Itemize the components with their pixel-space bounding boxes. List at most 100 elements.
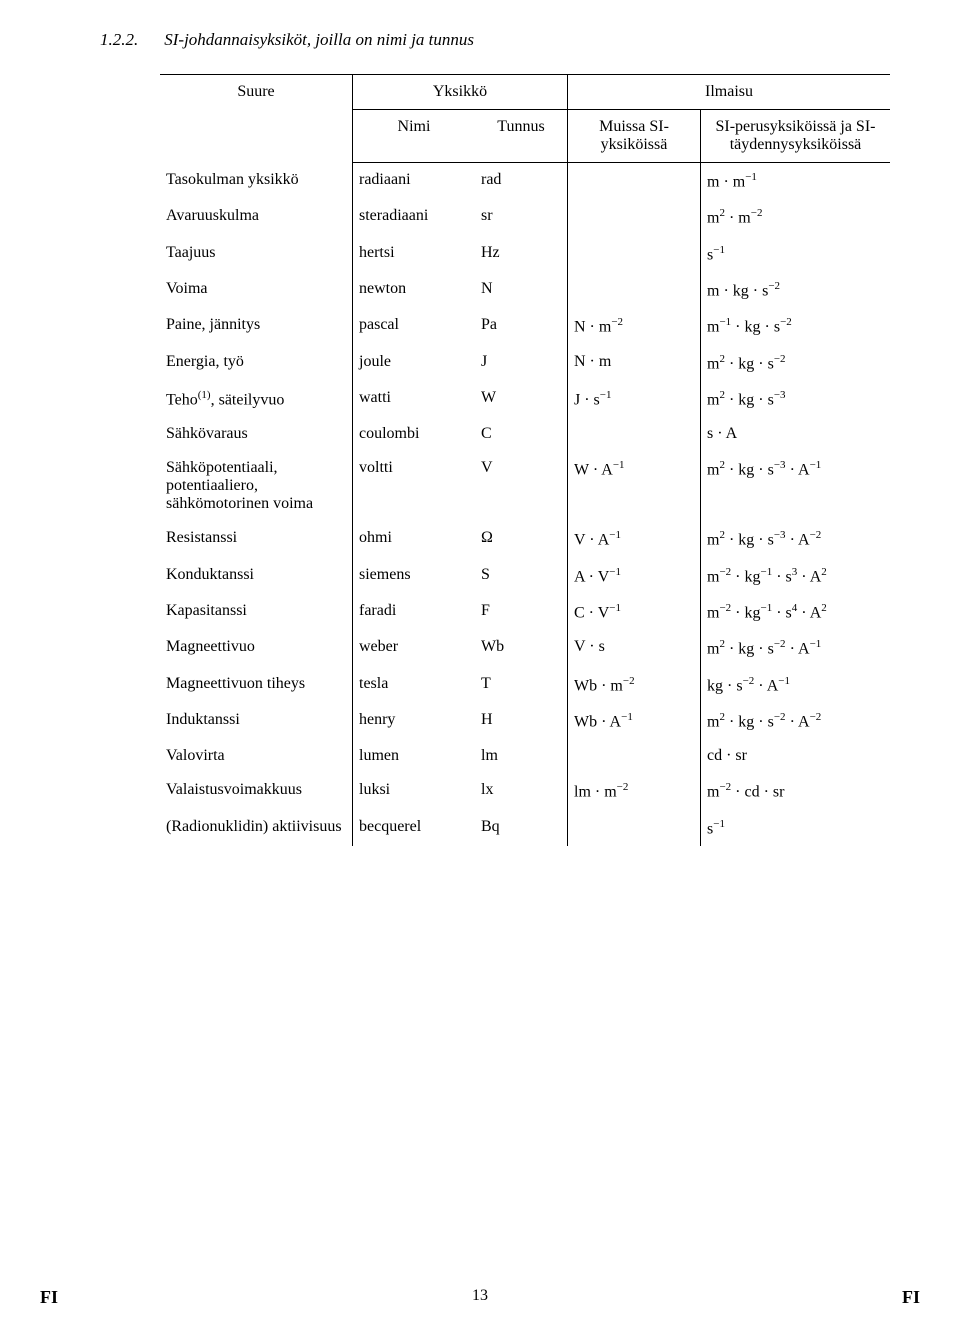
cell-si: m2 · kg · s−3 · A−2 (701, 521, 891, 557)
cell-muissa: N · m (568, 345, 701, 381)
cell-muissa: W · A−1 (568, 451, 701, 521)
cell-muissa: N · m−2 (568, 308, 701, 344)
cell-suure: Magneettivuo (160, 630, 353, 666)
cell-muissa: V · A−1 (568, 521, 701, 557)
cell-nimi: becquerel (353, 810, 476, 846)
col-header-nimi: Nimi (353, 110, 476, 163)
col-header-si: SI-perusyksiköissä ja SI-täydennysyksikö… (701, 110, 891, 163)
cell-muissa: Wb · A−1 (568, 703, 701, 739)
cell-tunnus: Bq (475, 810, 568, 846)
table-row: Magneettivuon tiheysteslaTWb · m−2kg · s… (160, 667, 890, 703)
cell-muissa: C · V−1 (568, 594, 701, 630)
cell-muissa (568, 236, 701, 272)
cell-si: m−2 · cd · sr (701, 773, 891, 809)
col-header-yksikko: Yksikkö (353, 75, 568, 110)
cell-tunnus: C (475, 417, 568, 451)
cell-nimi: weber (353, 630, 476, 666)
cell-muissa: lm · m−2 (568, 773, 701, 809)
cell-nimi: lumen (353, 739, 476, 773)
cell-nimi: luksi (353, 773, 476, 809)
cell-suure: Valaistusvoimakkuus (160, 773, 353, 809)
cell-muissa: V · s (568, 630, 701, 666)
col-header-suure: Suure (160, 75, 353, 163)
cell-si: m2 · kg · s−3 (701, 381, 891, 417)
table-row: Valaistusvoimakkuusluksilxlm · m−2m−2 · … (160, 773, 890, 809)
cell-tunnus: V (475, 451, 568, 521)
footer-page: 13 (0, 1287, 960, 1305)
cell-suure: Avaruuskulma (160, 199, 353, 235)
table-row: InduktanssihenryHWb · A−1m2 · kg · s−2 ·… (160, 703, 890, 739)
cell-suure: Kapasitanssi (160, 594, 353, 630)
cell-si: m2 · kg · s−2 · A−1 (701, 630, 891, 666)
table-row: Energia, työjouleJN · mm2 · kg · s−2 (160, 345, 890, 381)
cell-nimi: watti (353, 381, 476, 417)
table-row: Valovirtalumenlmcd · sr (160, 739, 890, 773)
cell-nimi: henry (353, 703, 476, 739)
cell-si: cd · sr (701, 739, 891, 773)
cell-suure: Induktanssi (160, 703, 353, 739)
cell-muissa (568, 272, 701, 308)
cell-suure: Tasokulman yksikkö (160, 163, 353, 200)
cell-muissa: Wb · m−2 (568, 667, 701, 703)
cell-suure: Valovirta (160, 739, 353, 773)
section-number: 1.2.2. (100, 30, 160, 50)
cell-suure: Teho(1), säteilyvuo (160, 381, 353, 417)
table-row: VoimanewtonNm · kg · s−2 (160, 272, 890, 308)
cell-nimi: ohmi (353, 521, 476, 557)
cell-tunnus: Pa (475, 308, 568, 344)
cell-si: m · m−1 (701, 163, 891, 200)
cell-si: s · A (701, 417, 891, 451)
table-row: Avaruuskulmasteradiaanisr m2 · m−2 (160, 199, 890, 235)
col-header-muissa: Muissa SI-yksiköissä (568, 110, 701, 163)
cell-suure: Sähköpotentiaali, potentiaaliero, sähköm… (160, 451, 353, 521)
cell-nimi: faradi (353, 594, 476, 630)
cell-nimi: joule (353, 345, 476, 381)
cell-tunnus: W (475, 381, 568, 417)
cell-si: kg · s−2 · A−1 (701, 667, 891, 703)
cell-si: m · kg · s−2 (701, 272, 891, 308)
table-row: SähkövarauscoulombiCs · A (160, 417, 890, 451)
cell-si: m2 · kg · s−2 · A−2 (701, 703, 891, 739)
cell-tunnus: rad (475, 163, 568, 200)
table-row: Tasokulman yksikköradiaanirad m · m−1 (160, 163, 890, 200)
cell-si: s−1 (701, 810, 891, 846)
cell-si: s−1 (701, 236, 891, 272)
cell-tunnus: Ω (475, 521, 568, 557)
cell-nimi: hertsi (353, 236, 476, 272)
cell-suure: Voima (160, 272, 353, 308)
table-row: Teho(1), säteilyvuowattiWJ · s−1m2 · kg … (160, 381, 890, 417)
cell-tunnus: J (475, 345, 568, 381)
cell-nimi: voltti (353, 451, 476, 521)
cell-suure: Sähkövaraus (160, 417, 353, 451)
cell-muissa: J · s−1 (568, 381, 701, 417)
cell-suure: (Radionuklidin) aktiivisuus (160, 810, 353, 846)
section-title: 1.2.2. SI-johdannaisyksiköt, joilla on n… (100, 30, 890, 50)
cell-suure: Magneettivuon tiheys (160, 667, 353, 703)
cell-muissa (568, 810, 701, 846)
cell-tunnus: F (475, 594, 568, 630)
table-row: MagneettivuoweberWbV · sm2 · kg · s−2 · … (160, 630, 890, 666)
cell-tunnus: N (475, 272, 568, 308)
cell-tunnus: S (475, 558, 568, 594)
cell-tunnus: Wb (475, 630, 568, 666)
cell-tunnus: T (475, 667, 568, 703)
table-row: TaajuushertsiHzs−1 (160, 236, 890, 272)
cell-muissa (568, 199, 701, 235)
cell-si: m−2 · kg−1 · s4 · A2 (701, 594, 891, 630)
cell-muissa (568, 417, 701, 451)
cell-si: m−2 · kg−1 · s3 · A2 (701, 558, 891, 594)
cell-si: m2 · m−2 (701, 199, 891, 235)
cell-muissa (568, 739, 701, 773)
table-row: Sähköpotentiaali, potentiaaliero, sähköm… (160, 451, 890, 521)
table-row: KapasitanssifaradiFC · V−1m−2 · kg−1 · s… (160, 594, 890, 630)
cell-suure: Konduktanssi (160, 558, 353, 594)
cell-muissa: A · V−1 (568, 558, 701, 594)
cell-nimi: steradiaani (353, 199, 476, 235)
cell-tunnus: sr (475, 199, 568, 235)
cell-muissa (568, 163, 701, 200)
table-row: ResistanssiohmiΩV · A−1m2 · kg · s−3 · A… (160, 521, 890, 557)
cell-tunnus: Hz (475, 236, 568, 272)
cell-tunnus: H (475, 703, 568, 739)
cell-nimi: radiaani (353, 163, 476, 200)
section-title-text: SI-johdannaisyksiköt, joilla on nimi ja … (164, 30, 474, 49)
